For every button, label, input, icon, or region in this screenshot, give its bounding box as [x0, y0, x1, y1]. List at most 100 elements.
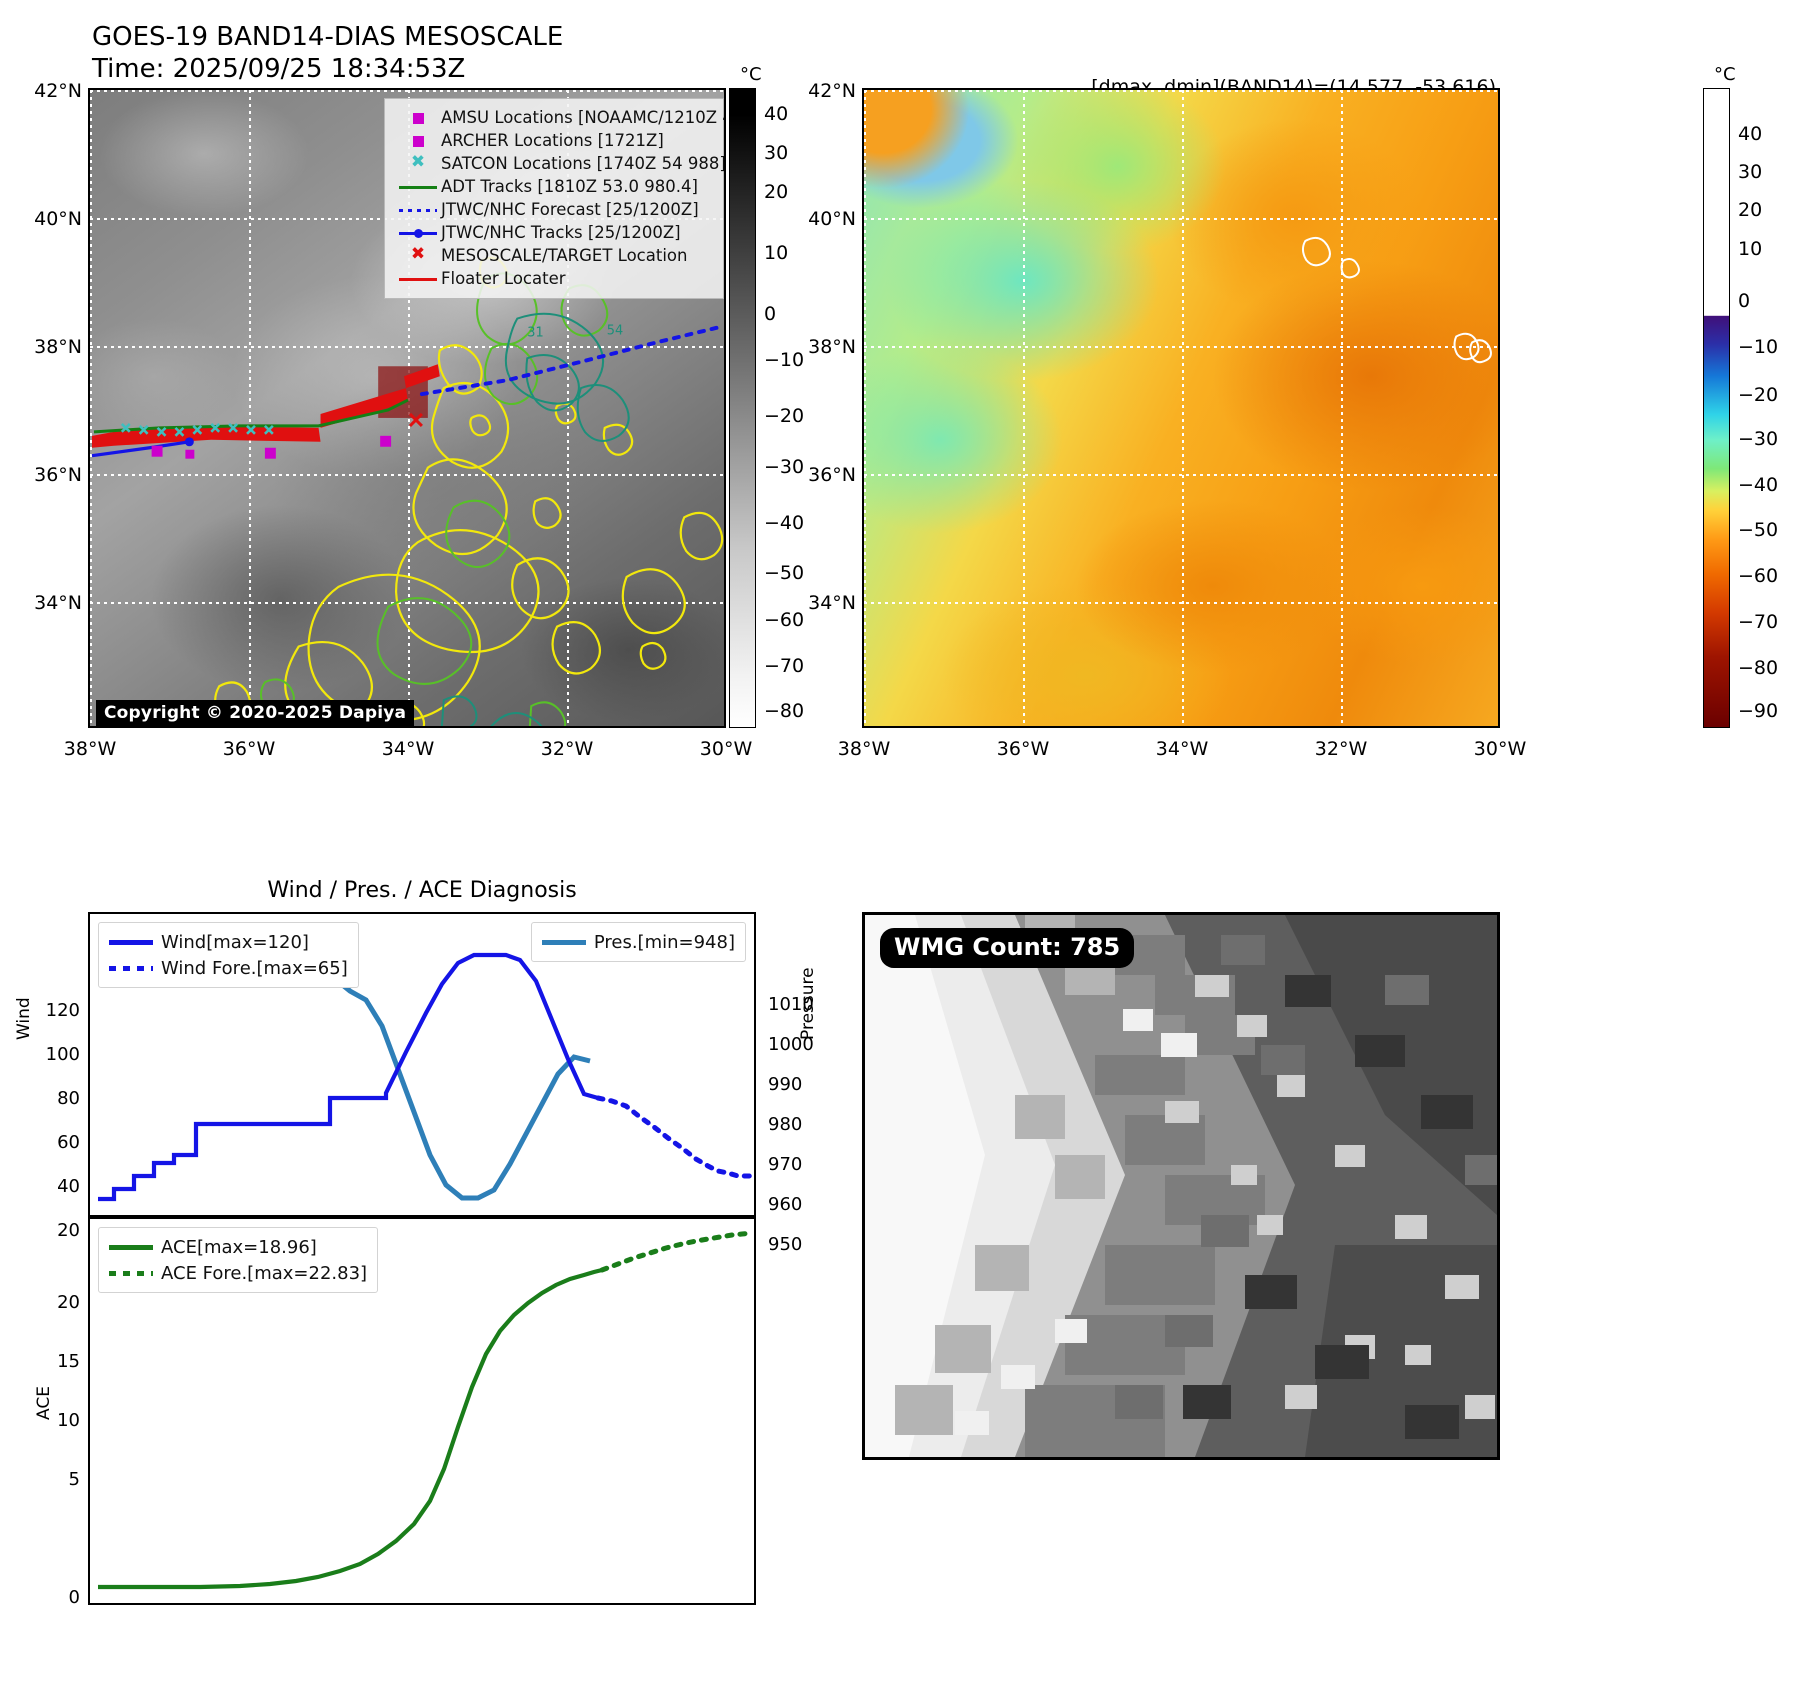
- legend-label: Pres.[min=948]: [593, 931, 735, 953]
- wmg-map[interactable]: [862, 912, 1500, 1460]
- panel1-title-line2: Time: 2025/09/25 18:34:53Z: [92, 54, 466, 84]
- diagnosis-charts: Wind[max=120] Wind Fore.[max=65] Pres.[m…: [88, 912, 856, 1605]
- pressure-ytick: 1000: [768, 1034, 814, 1055]
- legend-label: ACE[max=18.96]: [161, 1236, 317, 1258]
- wind-forecast-dotted-icon: [109, 958, 161, 979]
- panel2-ytick: 34°N: [808, 592, 856, 614]
- panel1-legend: AMSU Locations [NOAAMC/1210Z 44 990] ARC…: [384, 98, 724, 299]
- legend-item[interactable]: ACE[max=18.96]: [109, 1234, 367, 1260]
- wind-legend: Wind[max=120] Wind Fore.[max=65]: [98, 922, 359, 988]
- cb2-tick: 0: [1738, 290, 1751, 312]
- panel1-title-line1: GOES-19 BAND14-DIAS MESOSCALE: [92, 22, 564, 52]
- adt-line-icon: [395, 177, 441, 197]
- panel1-colorbar: [729, 88, 756, 728]
- panel2-xtick: 34°W: [1155, 738, 1209, 760]
- pressure-ytick: 1010: [768, 994, 814, 1015]
- cb1-tick: −40: [764, 512, 805, 534]
- panel1-colorbar-unit: °C: [740, 64, 762, 85]
- cb2-tick: 10: [1738, 238, 1763, 260]
- cb2-tick: −90: [1738, 700, 1779, 722]
- panel1-xtick: 32°W: [540, 738, 594, 760]
- legend-label: JTWC/NHC Tracks [25/1200Z]: [441, 223, 681, 242]
- wind-ytick: 20: [57, 1220, 80, 1241]
- legend-item[interactable]: Floater Locater: [395, 267, 713, 290]
- wind-ytick: 100: [45, 1044, 80, 1065]
- panel2-ytick: 42°N: [808, 80, 856, 102]
- pressure-ytick: 970: [768, 1154, 803, 1175]
- cb1-tick: −80: [764, 700, 805, 722]
- panel2-xtick: 32°W: [1314, 738, 1368, 760]
- panel1-ytick: 42°N: [34, 80, 82, 102]
- wmg-count-badge: WMG Count: 785: [880, 928, 1135, 968]
- legend-label: ACE Fore.[max=22.83]: [161, 1262, 368, 1284]
- panel2-colorbar: [1703, 88, 1730, 728]
- cb1-tick: −10: [764, 349, 805, 371]
- ace-line-icon: [109, 1237, 161, 1258]
- cb1-tick: 0: [764, 303, 777, 325]
- awv-map[interactable]: [862, 88, 1500, 728]
- ace-ytick: 0: [68, 1587, 80, 1608]
- cb1-tick: 30: [764, 142, 789, 164]
- legend-label: AMSU Locations [NOAAMC/1210Z 44 990]: [441, 108, 724, 127]
- cb2-tick: 20: [1738, 199, 1763, 221]
- panel1-xtick: 38°W: [63, 738, 117, 760]
- wind-ytick: 120: [45, 1000, 80, 1021]
- legend-label: Floater Locater: [441, 269, 566, 288]
- archer-square-icon: [395, 131, 441, 151]
- mesoscale-x-icon: ✖: [410, 243, 426, 264]
- wmg-blocks: [865, 915, 1497, 1457]
- contour-overlay: 31 54: [91, 256, 724, 726]
- panel1-xtick: 30°W: [699, 738, 753, 760]
- pressure-ytick: 980: [768, 1114, 803, 1135]
- ace-ytick: 20: [57, 1292, 80, 1313]
- wind-pressure-chart[interactable]: Wind[max=120] Wind Fore.[max=65] Pres.[m…: [88, 912, 756, 1217]
- svg-text:54: 54: [607, 323, 623, 338]
- legend-item[interactable]: JTWC/NHC Forecast [25/1200Z]: [395, 198, 713, 221]
- floater-line-icon: [395, 269, 441, 289]
- legend-item[interactable]: Wind[max=120]: [109, 929, 348, 955]
- pressure-line-icon: [541, 932, 594, 953]
- cb1-tick: 40: [764, 103, 789, 125]
- cb1-tick: 10: [764, 242, 789, 264]
- legend-item[interactable]: Pres.[min=948]: [541, 929, 735, 955]
- legend-item[interactable]: ARCHER Locations [1721Z]: [395, 129, 713, 152]
- diagnosis-chart-title: Wind / Pres. / ACE Diagnosis: [267, 878, 577, 903]
- ace-chart[interactable]: ACE[max=18.96] ACE Fore.[max=22.83]: [88, 1217, 756, 1605]
- panel2-ytick: 38°N: [808, 336, 856, 358]
- wind-ytick: 60: [57, 1132, 80, 1153]
- legend-label: ADT Tracks [1810Z 53.0 980.4]: [441, 177, 698, 196]
- cb2-tick: 40: [1738, 123, 1763, 145]
- legend-item[interactable]: ✖ MESOSCALE/TARGET Location: [395, 244, 713, 267]
- forecast-dotted-line-icon: [395, 200, 441, 220]
- legend-item[interactable]: JTWC/NHC Tracks [25/1200Z]: [395, 221, 713, 244]
- pressure-legend: Pres.[min=948]: [530, 922, 746, 962]
- legend-label: Wind Fore.[max=65]: [161, 957, 348, 979]
- legend-label: JTWC/NHC Forecast [25/1200Z]: [441, 200, 699, 219]
- panel2-ytick: 40°N: [808, 208, 856, 230]
- cb1-tick: 20: [764, 181, 789, 203]
- ace-ytick: 5: [68, 1469, 80, 1490]
- cb2-tick: −80: [1738, 657, 1779, 679]
- ace-ytick: 10: [57, 1410, 80, 1431]
- legend-label: MESOSCALE/TARGET Location: [441, 246, 688, 265]
- legend-item[interactable]: ACE Fore.[max=22.83]: [109, 1260, 367, 1286]
- legend-item[interactable]: ✖ SATCON Locations [1740Z 54 988]: [395, 152, 724, 175]
- panel2-xtick: 30°W: [1473, 738, 1527, 760]
- legend-item[interactable]: AMSU Locations [NOAAMC/1210Z 44 990]: [395, 106, 724, 129]
- cb1-tick: −70: [764, 655, 805, 677]
- cb2-tick: −50: [1738, 519, 1779, 541]
- cb2-tick: −60: [1738, 565, 1779, 587]
- goes-ir-map[interactable]: 31 54 AMSU Locations [NOAAMC/1210Z 44 990…: [88, 88, 726, 728]
- legend-item[interactable]: Wind Fore.[max=65]: [109, 955, 348, 981]
- wind-ytick: 80: [57, 1088, 80, 1109]
- awv-contour-overlay: [1301, 236, 1492, 364]
- legend-label: SATCON Locations [1740Z 54 988]: [441, 154, 726, 173]
- amsu-square-icon: [395, 108, 441, 128]
- cb2-tick: −20: [1738, 384, 1779, 406]
- wind-ytick: 40: [57, 1176, 80, 1197]
- panel1-ytick: 34°N: [34, 592, 82, 614]
- cb2-tick: 30: [1738, 161, 1763, 183]
- legend-item[interactable]: ADT Tracks [1810Z 53.0 980.4]: [395, 175, 713, 198]
- ace-legend: ACE[max=18.96] ACE Fore.[max=22.83]: [98, 1227, 379, 1293]
